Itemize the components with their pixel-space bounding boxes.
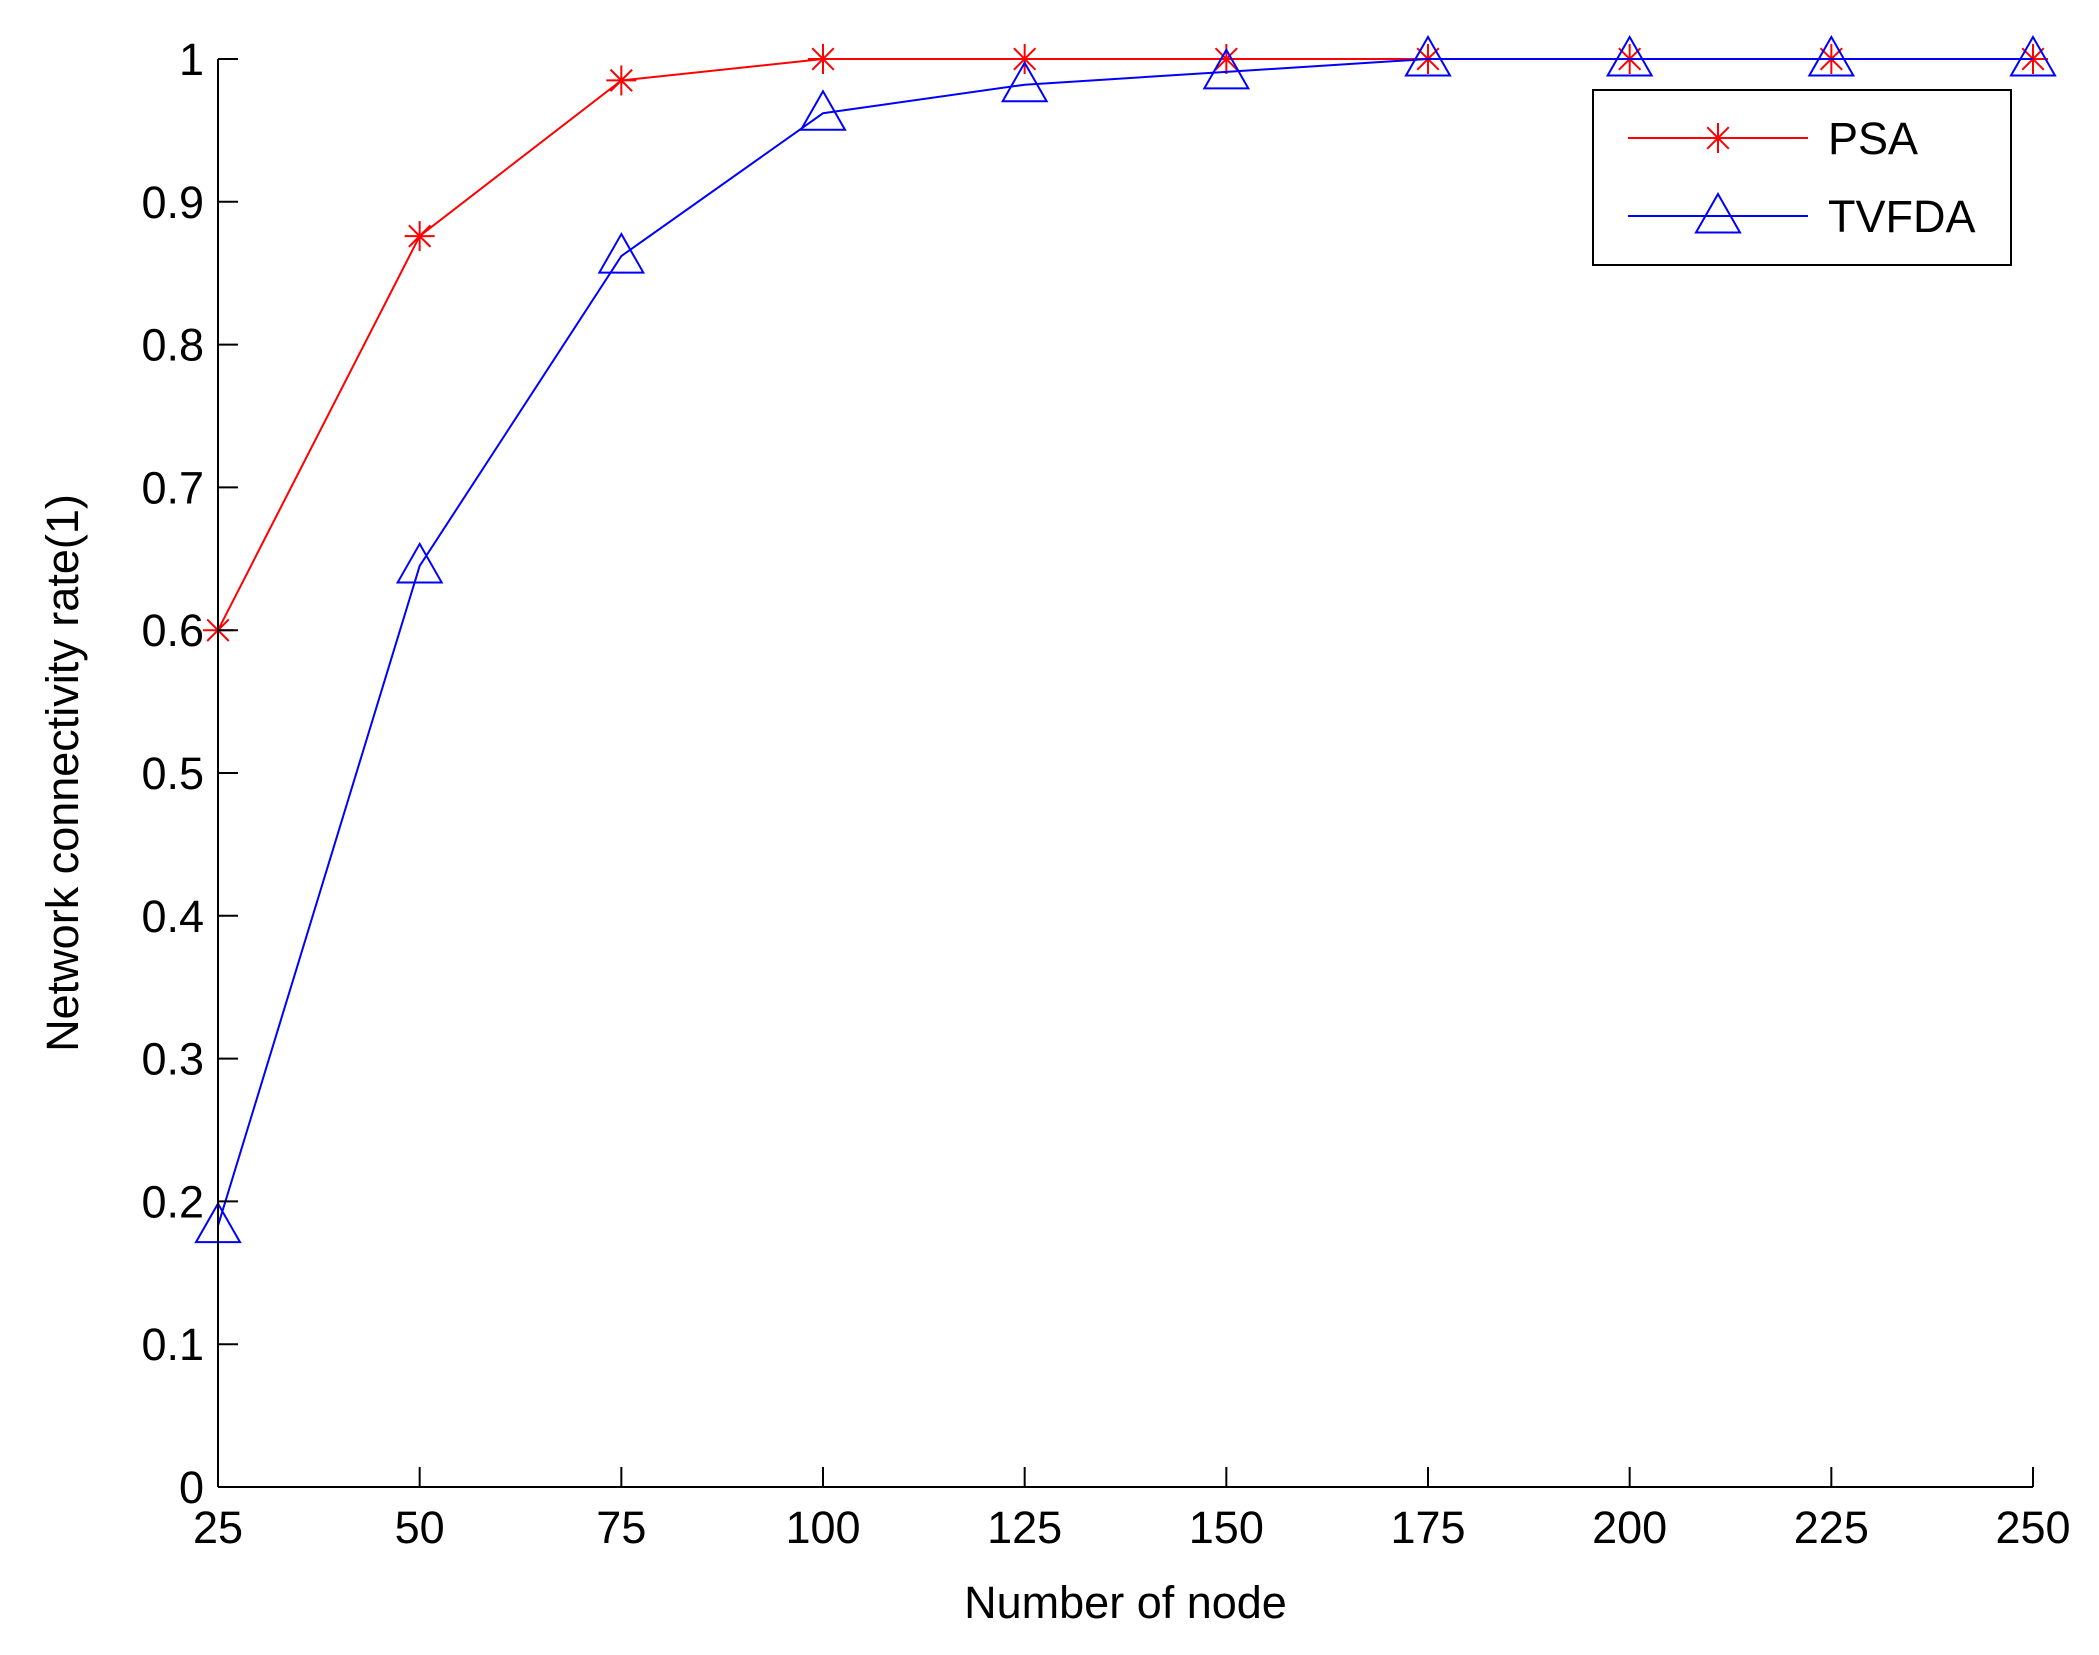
y-tick-label: 1	[179, 34, 204, 85]
data-point-tvfda	[1202, 47, 1251, 90]
x-tick-label: 200	[1592, 1502, 1667, 1553]
y-tick-label: 0.7	[141, 462, 204, 513]
y-tick-label: 0.3	[141, 1034, 204, 1085]
y-tick-label: 0.5	[141, 748, 204, 799]
data-point-tvfda	[799, 89, 847, 131]
x-tick-label: 100	[785, 1502, 860, 1553]
x-tick-label: 225	[1794, 1502, 1869, 1553]
data-point-psa	[1009, 44, 1040, 74]
data-point-tvfda	[1807, 34, 1856, 77]
y-tick-label: 0	[179, 1462, 204, 1513]
x-tick-label: 50	[395, 1502, 445, 1553]
plot-area	[218, 59, 2033, 1487]
y-axis-label: Network connectivity rate(1)	[37, 494, 88, 1052]
ticks-layer: 25 50 75 100 125 150 175 200 225 250 0 0.1 0.2 0.3 0.4…	[141, 34, 2070, 1553]
legend-label: PSA	[1828, 113, 1918, 164]
x-tick-label: 75	[596, 1502, 646, 1553]
x-axis-label: Number of node	[964, 1577, 1287, 1628]
data-point-tvfda	[1000, 60, 1049, 103]
x-tick-label: 175	[1390, 1502, 1465, 1553]
x-tick-label: 25	[193, 1502, 243, 1553]
legend-box	[1592, 89, 2012, 266]
series-layer	[194, 34, 2057, 1244]
data-point-tvfda	[597, 232, 646, 274]
y-tick-label: 0.4	[141, 891, 204, 942]
data-point-tvfda	[1404, 34, 1452, 77]
data-point-tvfda	[1605, 34, 1654, 77]
y-tick-label: 0.6	[141, 605, 204, 656]
data-point-psa	[606, 65, 637, 96]
series-line-tvfda	[217, 58, 2033, 1226]
x-tick-label: 125	[987, 1502, 1062, 1553]
y-tick-label: 0.8	[141, 320, 204, 371]
legend-item-psa: PSA	[1628, 113, 1918, 164]
y-tick-label: 0.1	[141, 1319, 204, 1370]
data-point-tvfda	[2009, 34, 2057, 77]
legend-label: TVFDA	[1828, 191, 1976, 242]
data-point-psa	[808, 44, 838, 74]
y-tick-label: 0.9	[141, 177, 204, 228]
data-point-psa	[1211, 44, 1242, 74]
legend: PSA TVFDA	[1592, 89, 2012, 266]
y-tick-label: 0.2	[141, 1176, 204, 1227]
x-tick-label: 150	[1189, 1502, 1264, 1553]
legend-marker	[1694, 191, 1742, 234]
legend-marker	[1703, 123, 1733, 153]
data-point-psa	[404, 221, 435, 252]
x-tick-label: 250	[1995, 1502, 2070, 1553]
data-point-tvfda	[395, 541, 444, 584]
legend-item-tvfda: TVFDA	[1628, 191, 1976, 242]
